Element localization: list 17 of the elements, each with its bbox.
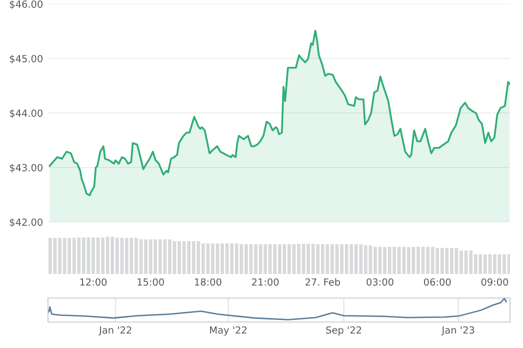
y-tick-label: $44.00 [10,109,42,118]
y-tick-label: $43.00 [10,164,42,173]
x-tick-label: 09:00 [481,278,508,286]
x-tick-label: 12:00 [80,278,107,286]
x-tick-label: Jan '23 [441,326,474,336]
x-tick-label: 06:00 [424,278,451,286]
x-tick-label: 27. Feb [305,278,340,286]
x-tick-label: 21:00 [252,278,279,286]
x-tick-label: 03:00 [366,278,394,286]
y-tick-label: $42.00 [10,218,42,228]
y-tick-label: $45.00 [10,54,42,64]
y-tick-label: $46.00 [10,0,42,10]
x-tick-label: May '22 [210,326,246,336]
x-tick-label: 18:00 [195,278,222,286]
x-tick-label: 15:00 [138,278,164,286]
x-tick-label: Sep '22 [326,326,362,336]
x-tick-label: Jan '22 [98,326,132,336]
